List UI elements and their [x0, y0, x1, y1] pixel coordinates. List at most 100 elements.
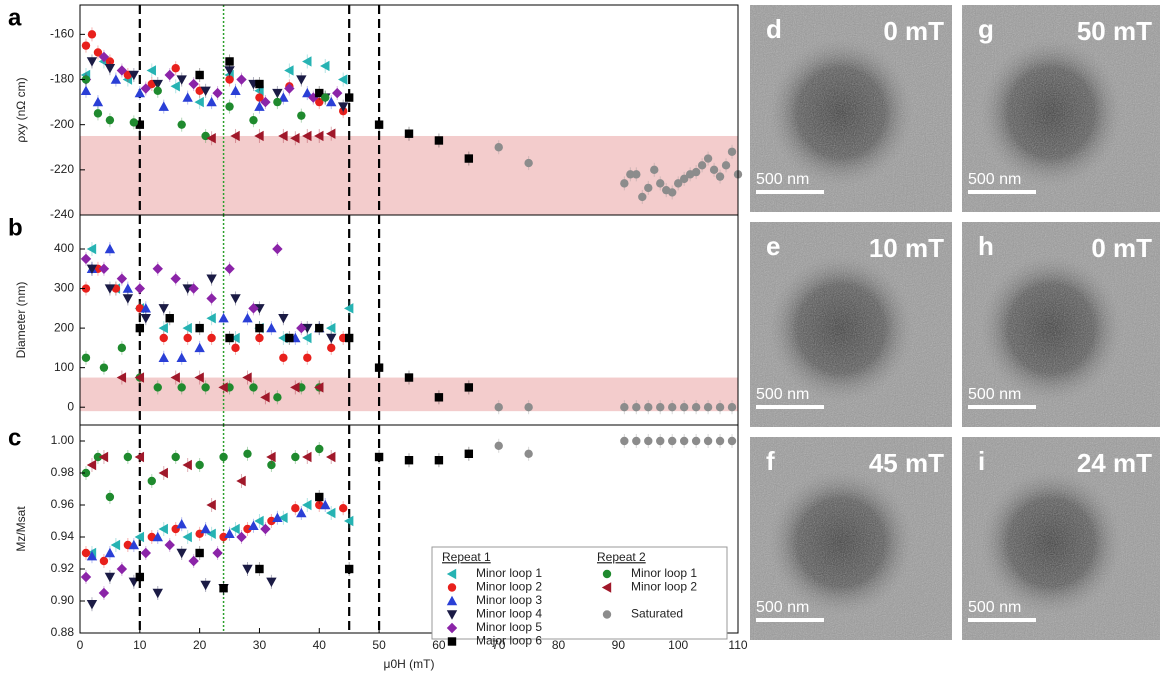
y-tick-label: 0.90 — [51, 593, 75, 607]
data-point — [638, 192, 647, 202]
legend-label: Minor loop 2 — [476, 580, 542, 594]
data-point — [679, 174, 689, 184]
data-point — [206, 133, 216, 144]
y-axis-label: Mz/Msat — [14, 506, 28, 552]
x-tick-label: 90 — [612, 638, 626, 652]
data-point — [255, 79, 264, 89]
data-point — [374, 363, 384, 372]
field-label: 0 mT — [883, 16, 944, 46]
data-point — [267, 516, 276, 526]
data-point — [110, 74, 122, 84]
data-point — [201, 383, 210, 392]
data-point — [314, 130, 324, 142]
image-label: g — [978, 14, 994, 44]
data-point — [219, 532, 228, 542]
data-point — [327, 343, 336, 353]
legend-label: Minor loop 5 — [476, 620, 542, 634]
image-panel: e 10 mT 500 nm — [750, 222, 952, 427]
data-point — [147, 476, 156, 486]
data-point — [326, 322, 336, 334]
data-point — [691, 436, 701, 446]
y-tick-label: 1.00 — [51, 433, 75, 447]
data-point — [140, 314, 151, 324]
data-point — [225, 57, 234, 66]
data-point — [87, 30, 97, 39]
data-point — [721, 161, 731, 170]
image-label: h — [978, 231, 994, 261]
field-label: 10 mT — [869, 233, 944, 263]
y-tick-label: 0.92 — [51, 561, 75, 575]
data-point — [206, 274, 217, 284]
data-point — [164, 69, 175, 81]
data-point — [524, 158, 533, 168]
data-point — [170, 372, 180, 383]
data-point — [273, 393, 282, 402]
data-point — [302, 87, 313, 98]
panel-label: a — [8, 4, 22, 31]
image-grain — [962, 437, 1160, 640]
data-point — [691, 403, 701, 412]
y-tick-label: 300 — [54, 281, 74, 295]
data-point — [212, 87, 223, 99]
data-point — [152, 588, 163, 599]
data-point — [284, 83, 295, 94]
data-point — [93, 48, 103, 57]
data-point — [254, 515, 264, 527]
field-label: 50 mT — [1077, 16, 1152, 46]
data-point — [152, 263, 163, 274]
data-point — [644, 436, 653, 446]
y-tick-label: 0.96 — [51, 497, 75, 511]
scale-label: 500 nm — [756, 171, 809, 188]
data-point — [183, 333, 192, 343]
image-panel: d 0 mT 500 nm — [750, 5, 952, 212]
data-point — [105, 492, 115, 502]
data-point — [225, 333, 234, 343]
data-point — [225, 75, 234, 84]
data-point — [374, 452, 384, 462]
data-point — [494, 441, 503, 450]
data-point — [626, 170, 635, 179]
data-point — [656, 179, 665, 188]
data-point — [302, 332, 312, 344]
legend-marker — [446, 622, 458, 634]
x-tick-label: 110 — [728, 638, 747, 652]
data-point — [116, 65, 128, 76]
data-point — [709, 165, 719, 175]
data-point — [266, 577, 277, 587]
y-tick-label: -160 — [50, 27, 74, 41]
x-tick-label: 100 — [668, 638, 688, 652]
x-tick-label: 60 — [432, 638, 446, 652]
data-point — [104, 64, 116, 74]
image-grain — [962, 5, 1160, 212]
data-point — [99, 363, 109, 372]
image-label: d — [766, 14, 782, 44]
image-label: f — [766, 446, 775, 476]
image-label: e — [766, 231, 780, 261]
data-point — [236, 74, 247, 85]
data-point — [80, 85, 92, 96]
data-point — [135, 323, 145, 333]
panel-label: b — [8, 214, 23, 241]
legend-marker — [601, 582, 612, 593]
data-point — [218, 313, 229, 323]
data-point — [182, 92, 193, 102]
data-point — [254, 304, 265, 314]
data-point — [291, 504, 300, 513]
data-point — [188, 78, 199, 90]
scale-label: 500 nm — [968, 171, 1021, 188]
scale-label: 500 nm — [968, 386, 1021, 403]
data-point — [315, 492, 324, 502]
data-point — [464, 449, 474, 458]
data-point — [122, 294, 134, 304]
data-point — [255, 93, 264, 102]
data-point — [291, 452, 300, 462]
data-point — [224, 263, 235, 274]
scale-bar — [968, 190, 1036, 194]
image-panel: i 24 mT 500 nm — [962, 437, 1160, 640]
data-point — [224, 528, 235, 538]
data-point — [284, 65, 294, 76]
scale-bar — [968, 405, 1036, 409]
legend-marker — [447, 583, 457, 592]
data-point — [290, 382, 300, 393]
data-point — [464, 154, 474, 163]
